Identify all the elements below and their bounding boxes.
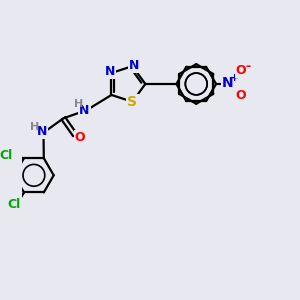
Text: N: N <box>79 103 90 117</box>
Text: +: + <box>230 73 239 83</box>
Text: N: N <box>129 58 139 72</box>
Text: Cl: Cl <box>7 197 20 211</box>
Text: N: N <box>222 76 234 90</box>
Text: -: - <box>245 60 250 73</box>
Text: N: N <box>37 125 47 138</box>
Text: O: O <box>74 130 85 144</box>
Text: H: H <box>30 122 39 132</box>
Text: N: N <box>105 65 115 78</box>
Text: O: O <box>236 64 246 77</box>
Text: H: H <box>74 99 84 109</box>
Text: Cl: Cl <box>0 149 13 162</box>
Text: O: O <box>235 89 246 102</box>
Text: S: S <box>128 95 137 109</box>
